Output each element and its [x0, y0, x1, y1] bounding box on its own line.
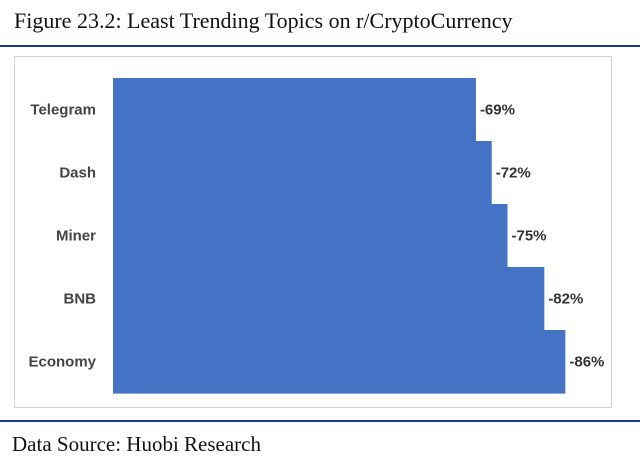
bar-economy — [113, 330, 566, 394]
value-label-telegram: -69% — [480, 102, 515, 119]
value-label-dash: -72% — [496, 165, 531, 182]
category-label-bnb: BNB — [64, 291, 97, 308]
category-label-dash: Dash — [59, 165, 96, 182]
bar-miner — [113, 204, 508, 268]
value-label-miner: -75% — [512, 228, 547, 245]
bar-telegram — [113, 78, 476, 142]
value-label-bnb: -82% — [548, 291, 583, 308]
bar-bnb — [113, 267, 545, 331]
category-label-miner: Miner — [56, 228, 96, 245]
category-label-telegram: Telegram — [30, 102, 96, 119]
bar-dash — [113, 141, 492, 205]
bottom-rule — [0, 420, 640, 422]
data-source: Data Source: Huobi Research — [12, 432, 261, 456]
category-label-economy: Economy — [28, 354, 96, 371]
figure-title: Figure 23.2: Least Trending Topics on r/… — [14, 8, 513, 33]
top-rule — [0, 45, 640, 47]
value-label-economy: -86% — [569, 354, 604, 371]
